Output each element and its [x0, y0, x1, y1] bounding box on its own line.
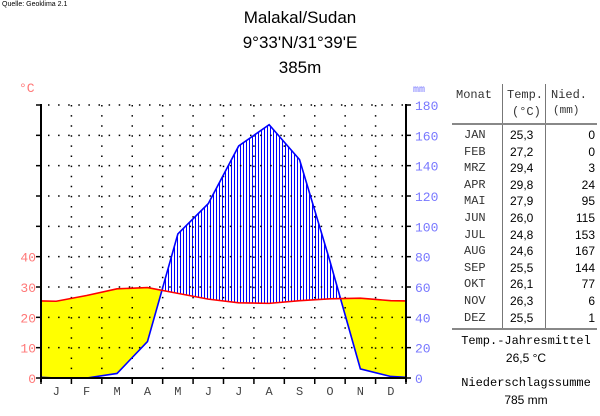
table-row: MRZ 29,4 3	[452, 161, 597, 177]
header-divider	[452, 123, 597, 125]
month-cell: DEZ	[464, 310, 486, 325]
precip-cell: 0	[588, 144, 595, 159]
header-precip-unit: (mm)	[553, 105, 580, 117]
month-cell: JUL	[464, 227, 486, 242]
right-tick-label: 160	[415, 129, 438, 144]
column-divider	[545, 84, 546, 328]
right-tick-label: 140	[415, 160, 438, 175]
x-tick-label: S	[296, 385, 303, 399]
right-tick-label: 40	[415, 311, 431, 326]
precip-cell: 0	[588, 128, 595, 142]
temp-cell: 25,3	[510, 128, 534, 142]
month-cell: APR	[464, 177, 486, 192]
x-tick-label: A	[266, 385, 274, 399]
x-tick-label: J	[235, 385, 242, 399]
x-tick-label: M	[174, 385, 181, 399]
temp-cell: 26,0	[510, 211, 534, 225]
left-tick-label: 10	[20, 342, 36, 357]
x-tick-label: F	[83, 385, 90, 399]
station-title: Malakal/Sudan	[243, 8, 357, 27]
precip-axis-unit: mm	[413, 85, 425, 96]
x-tick-label: A	[144, 385, 152, 399]
temp-cell: 26,3	[510, 294, 534, 308]
elevation: 385m	[278, 58, 322, 77]
temp-cell: 25,5	[510, 260, 534, 275]
table-row: JUL 24,8 153	[452, 228, 597, 244]
right-tick-label: 0	[415, 372, 423, 387]
table-row: NOV 26,3 6	[452, 294, 597, 310]
precip-cell: 115	[575, 211, 595, 225]
precip-cell: 3	[588, 161, 595, 176]
table-row: FEB 27,2 0	[452, 145, 597, 161]
header-precip: Nied.	[551, 88, 588, 102]
precip-cell: 167	[574, 244, 595, 259]
precip-cell: 95	[581, 194, 595, 209]
precip-cell: 24	[581, 177, 595, 192]
table-row: JUN 26,0 115	[452, 211, 597, 227]
header-temp: Temp.	[507, 88, 544, 102]
temp-cell: 29,4	[510, 161, 534, 176]
x-tick-label: N	[357, 385, 364, 399]
temp-cell: 29,8	[510, 177, 534, 192]
x-tick-label: J	[205, 385, 212, 399]
table-row: OKT 26,1 77	[452, 277, 597, 293]
temp-cell: 27,2	[510, 144, 534, 159]
left-tick-label: 30	[20, 281, 36, 296]
x-tick-label: D	[387, 385, 394, 399]
month-cell: MRZ	[464, 161, 486, 176]
precip-cell: 1	[588, 310, 595, 325]
table-row: SEP 25,5 144	[452, 261, 597, 277]
month-cell: OKT	[464, 277, 486, 292]
month-cell: FEB	[464, 144, 486, 159]
left-tick-label: 20	[20, 311, 36, 326]
header-temp-unit: (°C)	[512, 105, 541, 119]
right-tick-label: 100	[415, 220, 438, 235]
mean-temp-value: 26,5 °C	[505, 351, 547, 365]
temp-cell: 25,5	[510, 310, 534, 325]
temperature-line	[40, 286, 407, 305]
x-tick-label: M	[113, 385, 120, 399]
right-tick-label: 80	[415, 251, 431, 266]
right-tick-label: 60	[415, 281, 431, 296]
header-month: Monat	[456, 88, 493, 102]
precip-cell: 144	[574, 260, 595, 275]
table-row: MAI 27,9 95	[452, 194, 597, 210]
temp-cell: 26,1	[510, 277, 534, 292]
temp-cell: 24,8	[510, 227, 534, 242]
right-tick-label: 20	[415, 342, 431, 357]
table-bottom-divider	[452, 328, 597, 330]
month-cell: JAN	[464, 128, 486, 142]
table-row: JAN 25,3 0	[452, 128, 597, 144]
table-row: DEZ 25,5 1	[452, 311, 597, 327]
left-tick-label: 40	[20, 251, 36, 266]
temp-cell: 24,6	[510, 244, 534, 259]
month-cell: AUG	[464, 244, 486, 259]
table-row: APR 29,8 24	[452, 178, 597, 194]
month-cell: JUN	[464, 211, 486, 225]
month-cell: MAI	[464, 194, 486, 209]
precip-sum-label: Niederschlagssumme	[461, 376, 591, 390]
table-row: AUG 24,6 167	[452, 244, 597, 260]
precip-sum-value: 785 mm	[504, 393, 548, 407]
right-tick-label: 180	[415, 99, 438, 114]
precip-cell: 6	[588, 294, 595, 308]
precip-cell: 77	[581, 277, 595, 292]
precip-cell: 153	[574, 227, 595, 242]
right-tick-label: 120	[415, 190, 438, 205]
below-curves-area	[41, 290, 406, 378]
column-divider	[502, 84, 503, 328]
x-tick-label: O	[326, 385, 333, 399]
coordinates: 9°33'N/31°39'E	[242, 33, 358, 52]
month-cell: NOV	[464, 294, 486, 308]
left-tick-label: 0	[28, 372, 36, 387]
temp-cell: 27,9	[510, 194, 534, 209]
mean-temp-label: Temp.-Jahresmittel	[461, 334, 591, 348]
x-tick-label: J	[53, 385, 60, 399]
source-label: Quelle: Geoklima 2.1	[2, 1, 68, 8]
month-cell: SEP	[464, 260, 486, 275]
temp-axis-unit: °C	[19, 81, 35, 96]
